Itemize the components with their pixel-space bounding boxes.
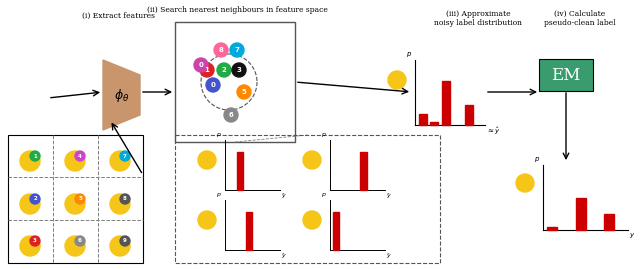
Text: 9: 9 [123, 239, 127, 243]
Bar [237, 152, 243, 190]
Circle shape [65, 236, 85, 256]
Text: $\hat{y}$: $\hat{y}$ [281, 251, 287, 261]
Circle shape [120, 194, 130, 204]
Text: $y$: $y$ [629, 231, 636, 240]
Text: (iii) Approximate
noisy label distribution: (iii) Approximate noisy label distributi… [434, 10, 522, 27]
Text: EM: EM [551, 66, 580, 83]
Text: $\approx \hat{y}$: $\approx \hat{y}$ [486, 126, 501, 137]
Circle shape [217, 63, 231, 77]
Text: 6: 6 [78, 239, 82, 243]
Circle shape [65, 194, 85, 214]
Text: $p$: $p$ [216, 131, 222, 139]
Text: $\hat{y}$: $\hat{y}$ [386, 251, 392, 261]
Bar [547, 227, 557, 230]
Circle shape [20, 151, 40, 171]
Polygon shape [103, 60, 140, 130]
Circle shape [198, 211, 216, 229]
Bar [465, 105, 474, 125]
Text: $\hat{y}$: $\hat{y}$ [281, 191, 287, 201]
Circle shape [75, 194, 85, 204]
Bar [175, 22, 295, 142]
Text: 2: 2 [221, 67, 227, 73]
Circle shape [65, 151, 85, 171]
Text: 7: 7 [235, 47, 239, 53]
Bar [442, 81, 450, 125]
Text: 5: 5 [242, 89, 246, 95]
Text: $\phi_\theta$: $\phi_\theta$ [115, 87, 130, 104]
Text: 4: 4 [78, 154, 82, 158]
Circle shape [224, 108, 238, 122]
Bar [419, 115, 427, 125]
Circle shape [232, 63, 246, 77]
Circle shape [516, 174, 534, 192]
Circle shape [120, 236, 130, 246]
Circle shape [110, 151, 130, 171]
Text: $p$: $p$ [534, 155, 540, 164]
Text: 7: 7 [123, 154, 127, 158]
Circle shape [110, 194, 130, 214]
Circle shape [230, 43, 244, 57]
Text: 0: 0 [198, 62, 204, 68]
Text: 1: 1 [205, 67, 209, 73]
Text: $p$: $p$ [406, 50, 412, 59]
Text: 2: 2 [33, 196, 37, 201]
Text: (iv) Calculate
pseudo-clean label: (iv) Calculate pseudo-clean label [544, 10, 616, 27]
Circle shape [20, 236, 40, 256]
Circle shape [198, 151, 216, 169]
Circle shape [200, 63, 214, 77]
FancyBboxPatch shape [539, 59, 593, 91]
Bar [246, 212, 253, 250]
Circle shape [237, 85, 251, 99]
Text: 0: 0 [211, 82, 216, 88]
Bar [430, 122, 438, 125]
Text: 1: 1 [33, 154, 37, 158]
Circle shape [388, 71, 406, 89]
Circle shape [303, 211, 321, 229]
Text: (ii) Search nearest neighbours in feature space: (ii) Search nearest neighbours in featur… [147, 6, 328, 14]
Text: 8: 8 [123, 196, 127, 201]
Text: $p$: $p$ [321, 131, 327, 139]
Bar [604, 214, 614, 230]
Circle shape [30, 194, 40, 204]
Circle shape [30, 151, 40, 161]
Circle shape [206, 78, 220, 92]
Circle shape [20, 194, 40, 214]
Text: 3: 3 [237, 67, 241, 73]
Circle shape [30, 236, 40, 246]
Circle shape [75, 151, 85, 161]
Bar [8, 135, 143, 263]
Text: 6: 6 [228, 112, 234, 118]
Text: 5: 5 [78, 196, 82, 201]
Circle shape [75, 236, 85, 246]
Circle shape [194, 58, 208, 72]
Bar [175, 135, 440, 263]
Text: 8: 8 [219, 47, 223, 53]
Circle shape [120, 151, 130, 161]
Bar [575, 198, 586, 230]
Circle shape [303, 151, 321, 169]
Bar [360, 152, 367, 190]
Bar [333, 212, 339, 250]
Text: (i) Extract features: (i) Extract features [81, 12, 154, 20]
Text: $p$: $p$ [321, 191, 327, 199]
Text: 3: 3 [33, 239, 37, 243]
Circle shape [110, 236, 130, 256]
Circle shape [214, 43, 228, 57]
Text: $p$: $p$ [216, 191, 222, 199]
Text: $\hat{y}$: $\hat{y}$ [386, 191, 392, 201]
